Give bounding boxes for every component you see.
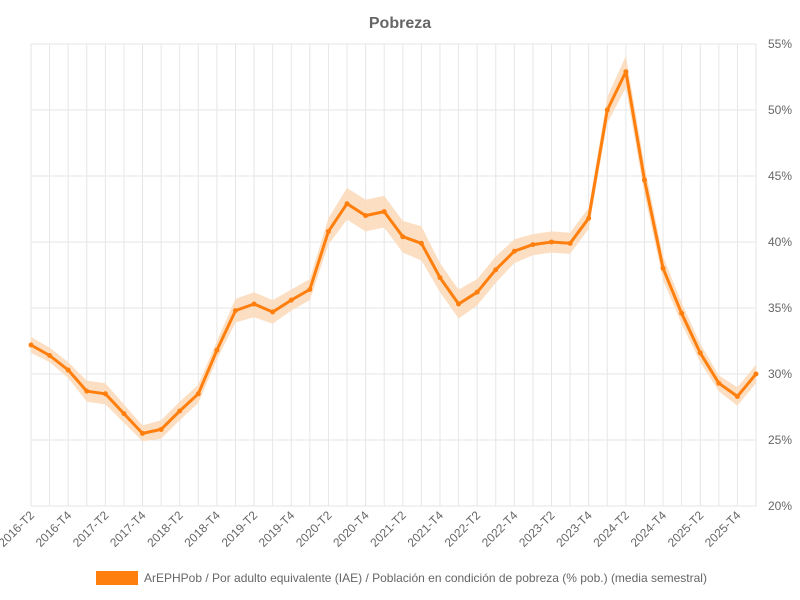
data-point[interactable]	[753, 371, 759, 377]
x-tick-label: 2022-T2	[442, 508, 484, 550]
x-tick-label: 2025-T2	[665, 508, 707, 550]
series-polyline	[30, 70, 758, 435]
data-point[interactable]	[623, 69, 629, 75]
legend[interactable]: ArEPHPob / Por adulto equivalente (IAE) …	[96, 571, 707, 585]
data-point[interactable]	[251, 301, 257, 307]
data-point[interactable]	[65, 367, 71, 373]
data-point[interactable]	[28, 342, 34, 348]
series-line	[30, 70, 758, 435]
data-point[interactable]	[140, 430, 146, 436]
y-tick-label: 40%	[768, 235, 792, 249]
data-point[interactable]	[493, 267, 499, 273]
data-point[interactable]	[232, 308, 238, 314]
x-tick-label: 2022-T4	[479, 508, 521, 550]
data-point[interactable]	[307, 287, 313, 293]
y-tick-label: 55%	[768, 37, 792, 51]
y-tick-label: 45%	[768, 169, 792, 183]
data-point[interactable]	[437, 275, 443, 281]
x-tick-label: 2017-T4	[107, 508, 149, 550]
x-tick-label: 2018-T2	[144, 508, 186, 550]
data-point[interactable]	[641, 177, 647, 183]
data-point[interactable]	[511, 248, 517, 254]
legend-label: ArEPHPob / Por adulto equivalente (IAE) …	[144, 571, 707, 585]
x-tick-label: 2024-T4	[628, 508, 670, 550]
legend-swatch	[96, 571, 138, 585]
x-tick-label: 2023-T4	[553, 508, 595, 550]
data-point[interactable]	[734, 393, 740, 399]
y-tick-label: 50%	[768, 103, 792, 117]
data-point[interactable]	[679, 310, 685, 316]
data-point[interactable]	[549, 239, 555, 245]
data-point[interactable]	[567, 240, 573, 246]
data-point[interactable]	[381, 209, 387, 215]
data-point[interactable]	[474, 289, 480, 295]
x-tick-label: 2024-T2	[590, 508, 632, 550]
x-tick-labels: 2016-T22016-T42017-T22017-T42018-T22018-…	[0, 508, 744, 550]
data-point[interactable]	[363, 213, 369, 219]
data-point[interactable]	[418, 240, 424, 246]
chart-title: Pobreza	[369, 15, 431, 32]
x-tick-label: 2019-T4	[256, 508, 298, 550]
x-tick-label: 2020-T4	[330, 508, 372, 550]
y-tick-label: 25%	[768, 433, 792, 447]
data-point[interactable]	[456, 301, 462, 307]
data-point[interactable]	[121, 411, 127, 417]
data-point[interactable]	[697, 350, 703, 356]
x-gridlines	[30, 44, 757, 506]
data-point[interactable]	[530, 242, 536, 248]
data-point[interactable]	[716, 380, 722, 386]
x-tick-label: 2017-T2	[70, 508, 112, 550]
data-points	[28, 69, 759, 436]
data-point[interactable]	[214, 347, 220, 353]
data-point[interactable]	[604, 107, 610, 113]
x-tick-label: 2021-T4	[405, 508, 447, 550]
y-tick-label: 20%	[768, 499, 792, 513]
x-tick-label: 2021-T2	[367, 508, 409, 550]
y-tick-label: 35%	[768, 301, 792, 315]
data-point[interactable]	[344, 201, 350, 207]
series-band	[31, 55, 756, 442]
data-point[interactable]	[158, 426, 164, 432]
x-tick-label: 2020-T2	[293, 508, 335, 550]
x-tick-label: 2019-T2	[219, 508, 261, 550]
x-tick-label: 2016-T2	[0, 508, 37, 550]
data-point[interactable]	[177, 408, 183, 414]
data-point[interactable]	[325, 228, 331, 234]
data-point[interactable]	[102, 391, 108, 397]
x-tick-label: 2016-T4	[33, 508, 75, 550]
y-gridlines	[31, 43, 756, 507]
x-tick-label: 2025-T4	[702, 508, 744, 550]
data-point[interactable]	[84, 388, 90, 394]
data-point[interactable]	[586, 215, 592, 221]
x-tick-label: 2018-T4	[182, 508, 224, 550]
data-point[interactable]	[660, 265, 666, 271]
data-point[interactable]	[270, 309, 276, 315]
confidence-band	[31, 55, 756, 442]
data-point[interactable]	[195, 391, 201, 397]
x-tick-label: 2023-T2	[516, 508, 558, 550]
data-point[interactable]	[288, 297, 294, 303]
y-tick-label: 30%	[768, 367, 792, 381]
data-point[interactable]	[47, 353, 53, 359]
data-point[interactable]	[400, 234, 406, 240]
y-tick-labels: 20% 25% 30% 35% 40% 45% 50% 55%	[768, 37, 792, 513]
